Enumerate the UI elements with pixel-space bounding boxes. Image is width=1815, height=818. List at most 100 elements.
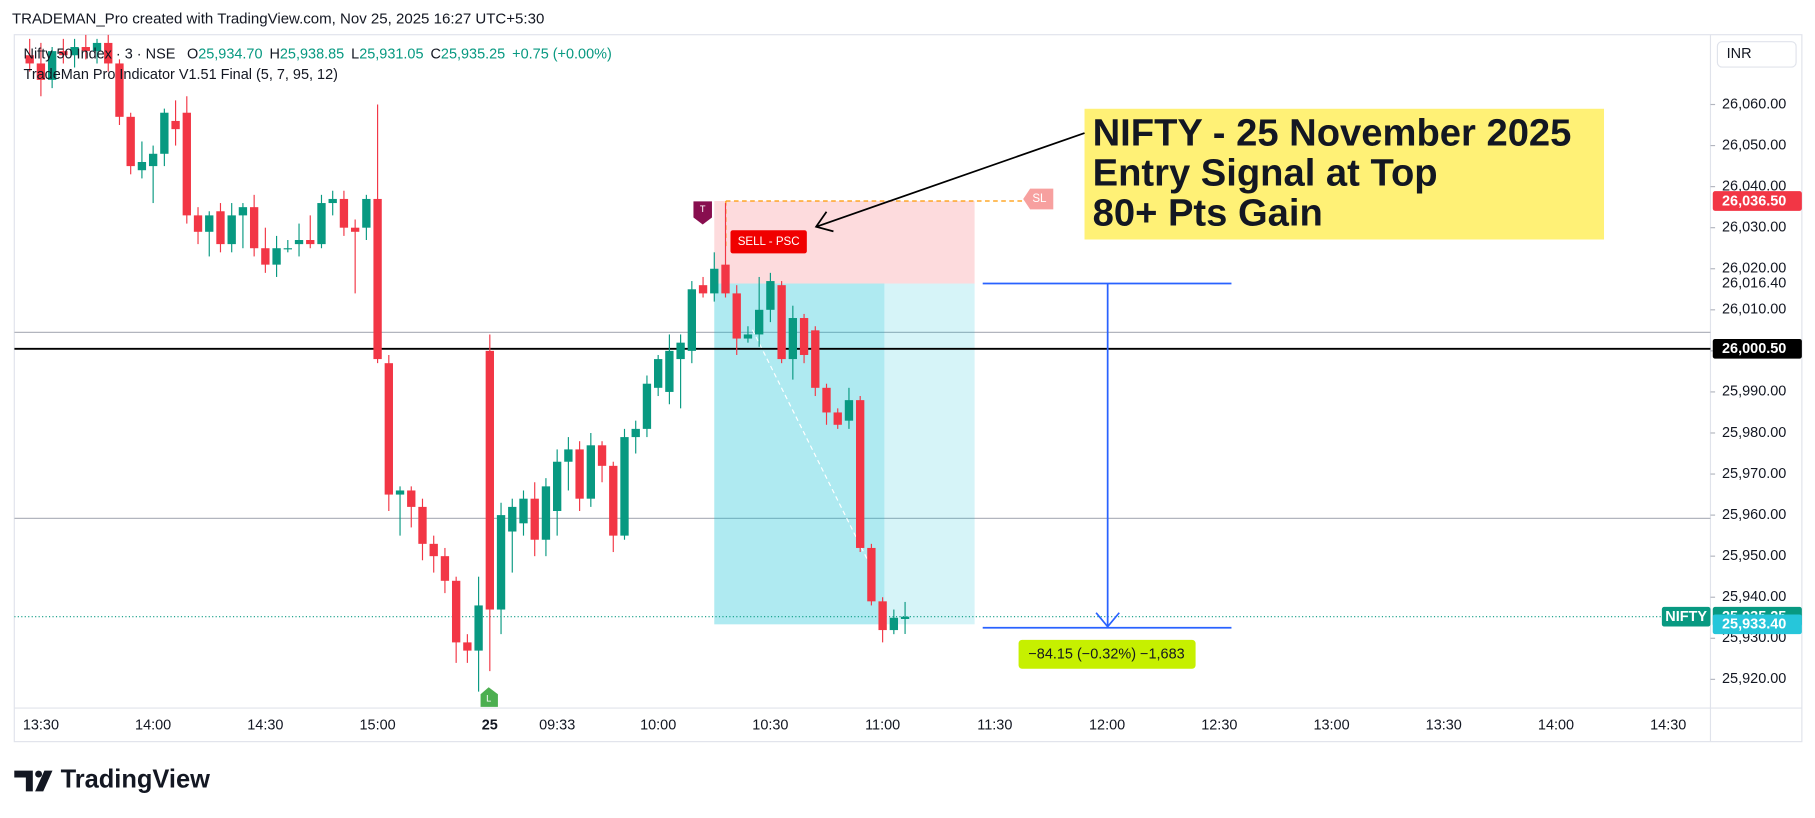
candle-body [463, 642, 472, 651]
stop-signal [1023, 188, 1054, 210]
logo-dot [35, 770, 43, 778]
x-tick-label: 14:30 [1650, 717, 1686, 733]
candle-body [552, 461, 562, 511]
legend-value: 25,938.85 [280, 46, 344, 62]
measure-label: −84.15 (−0.32%) −1,683 [1028, 647, 1184, 663]
y-tick-label: 26,040.00 [1722, 178, 1786, 194]
candle-body [541, 486, 551, 540]
x-tick-label: 11:30 [977, 717, 1012, 733]
candle-body [59, 51, 68, 56]
candle-body [755, 309, 764, 335]
candle-body [373, 198, 382, 360]
candle-body [833, 412, 842, 425]
annotation-arrow [815, 132, 1085, 228]
candle-body [496, 515, 506, 610]
candle-body [856, 400, 865, 548]
candle-body [710, 268, 719, 294]
candle-body [384, 363, 393, 495]
candle-body [788, 318, 798, 360]
candle-body [362, 198, 371, 228]
x-tick-label: 13:00 [1313, 717, 1349, 733]
candle-body [395, 490, 405, 495]
candle-body [665, 350, 674, 392]
tradingview-logo: TradingView [14, 766, 210, 794]
candle-body [339, 198, 349, 228]
candle-body [609, 465, 618, 536]
candle-body [92, 42, 102, 52]
candle-body [126, 116, 135, 167]
annotation-arrowhead [814, 211, 834, 233]
annotation-line: Entry Signal at Top [1093, 151, 1438, 194]
annotation-line: NIFTY - 25 November 2025 [1093, 111, 1572, 154]
candle-body [171, 120, 180, 130]
candle-body [811, 330, 820, 388]
candle-body [900, 616, 910, 619]
candle-body [508, 506, 517, 532]
x-tick-label: 10:30 [752, 717, 788, 733]
candle-body [440, 556, 450, 581]
candle-body [70, 47, 79, 56]
candle-body [844, 400, 854, 421]
price-marker-label: 26,016.40 [1722, 275, 1786, 291]
candle-body [249, 207, 259, 249]
candle-body [160, 112, 169, 154]
candle-body [743, 334, 753, 339]
y-tick-label: 25,980.00 [1722, 425, 1786, 441]
candle-body [216, 211, 225, 245]
y-tick-label: 26,060.00 [1722, 96, 1786, 112]
price-marker [1712, 338, 1802, 359]
candle-body [878, 601, 887, 631]
logo-mark [14, 770, 33, 792]
low-signal [480, 687, 498, 707]
sell-signal-label: SELL - PSC [738, 236, 800, 248]
candle-body [721, 264, 730, 294]
y-tick-label: 26,030.00 [1722, 220, 1786, 236]
x-tick-label: 14:00 [135, 717, 171, 733]
legend-key: L [351, 46, 359, 62]
candle-body [283, 248, 292, 250]
candle-body [306, 240, 315, 245]
candle-body [418, 506, 427, 544]
legend-key: O [187, 46, 198, 62]
candle-body [104, 42, 113, 64]
candle-body [429, 543, 438, 557]
candle-body [631, 428, 640, 438]
candle-body [642, 383, 652, 429]
candle-body [227, 215, 236, 245]
candle-body [687, 289, 697, 351]
logo-text: TradingView [61, 766, 211, 794]
candle-body [205, 215, 214, 232]
logo-slash [35, 770, 53, 792]
candle-body [193, 215, 203, 232]
candle-body [47, 51, 57, 80]
candle-body [799, 318, 809, 355]
candle-body [317, 203, 326, 245]
candle-body [485, 350, 494, 610]
y-tick-label: 26,020.00 [1722, 261, 1786, 277]
stop-signal-label: SL [1032, 193, 1047, 205]
annotation-box [1084, 108, 1605, 240]
x-tick-label: 15:00 [360, 717, 396, 733]
candle-body [564, 449, 573, 462]
x-tick-label: 12:00 [1089, 717, 1125, 733]
legend-value: 25,931.05 [359, 46, 423, 62]
candle-body [115, 63, 124, 117]
legend-value: 25,935.25 [441, 46, 505, 62]
candle-body [889, 617, 899, 631]
y-tick-label: 25,950.00 [1722, 548, 1786, 564]
symbol-tag [1661, 606, 1711, 627]
price-marker-label: 26,036.50 [1722, 193, 1786, 209]
y-tick-label: 26,010.00 [1722, 302, 1786, 318]
x-tick-label: 14:00 [1538, 717, 1574, 733]
currency-button[interactable] [1716, 41, 1797, 68]
x-tick-label: 13:30 [1426, 717, 1462, 733]
legend-key: C [430, 46, 440, 62]
indicator-label: TradeMan Pro Indicator V1.51 Final (5, 7… [24, 67, 338, 83]
price-marker [1712, 614, 1802, 635]
caption: TRADEMAN_Pro created with TradingView.co… [12, 11, 544, 28]
x-tick-label: 25 [482, 717, 498, 733]
candle-body [597, 445, 607, 466]
price-marker-label: 26,000.50 [1722, 341, 1786, 357]
